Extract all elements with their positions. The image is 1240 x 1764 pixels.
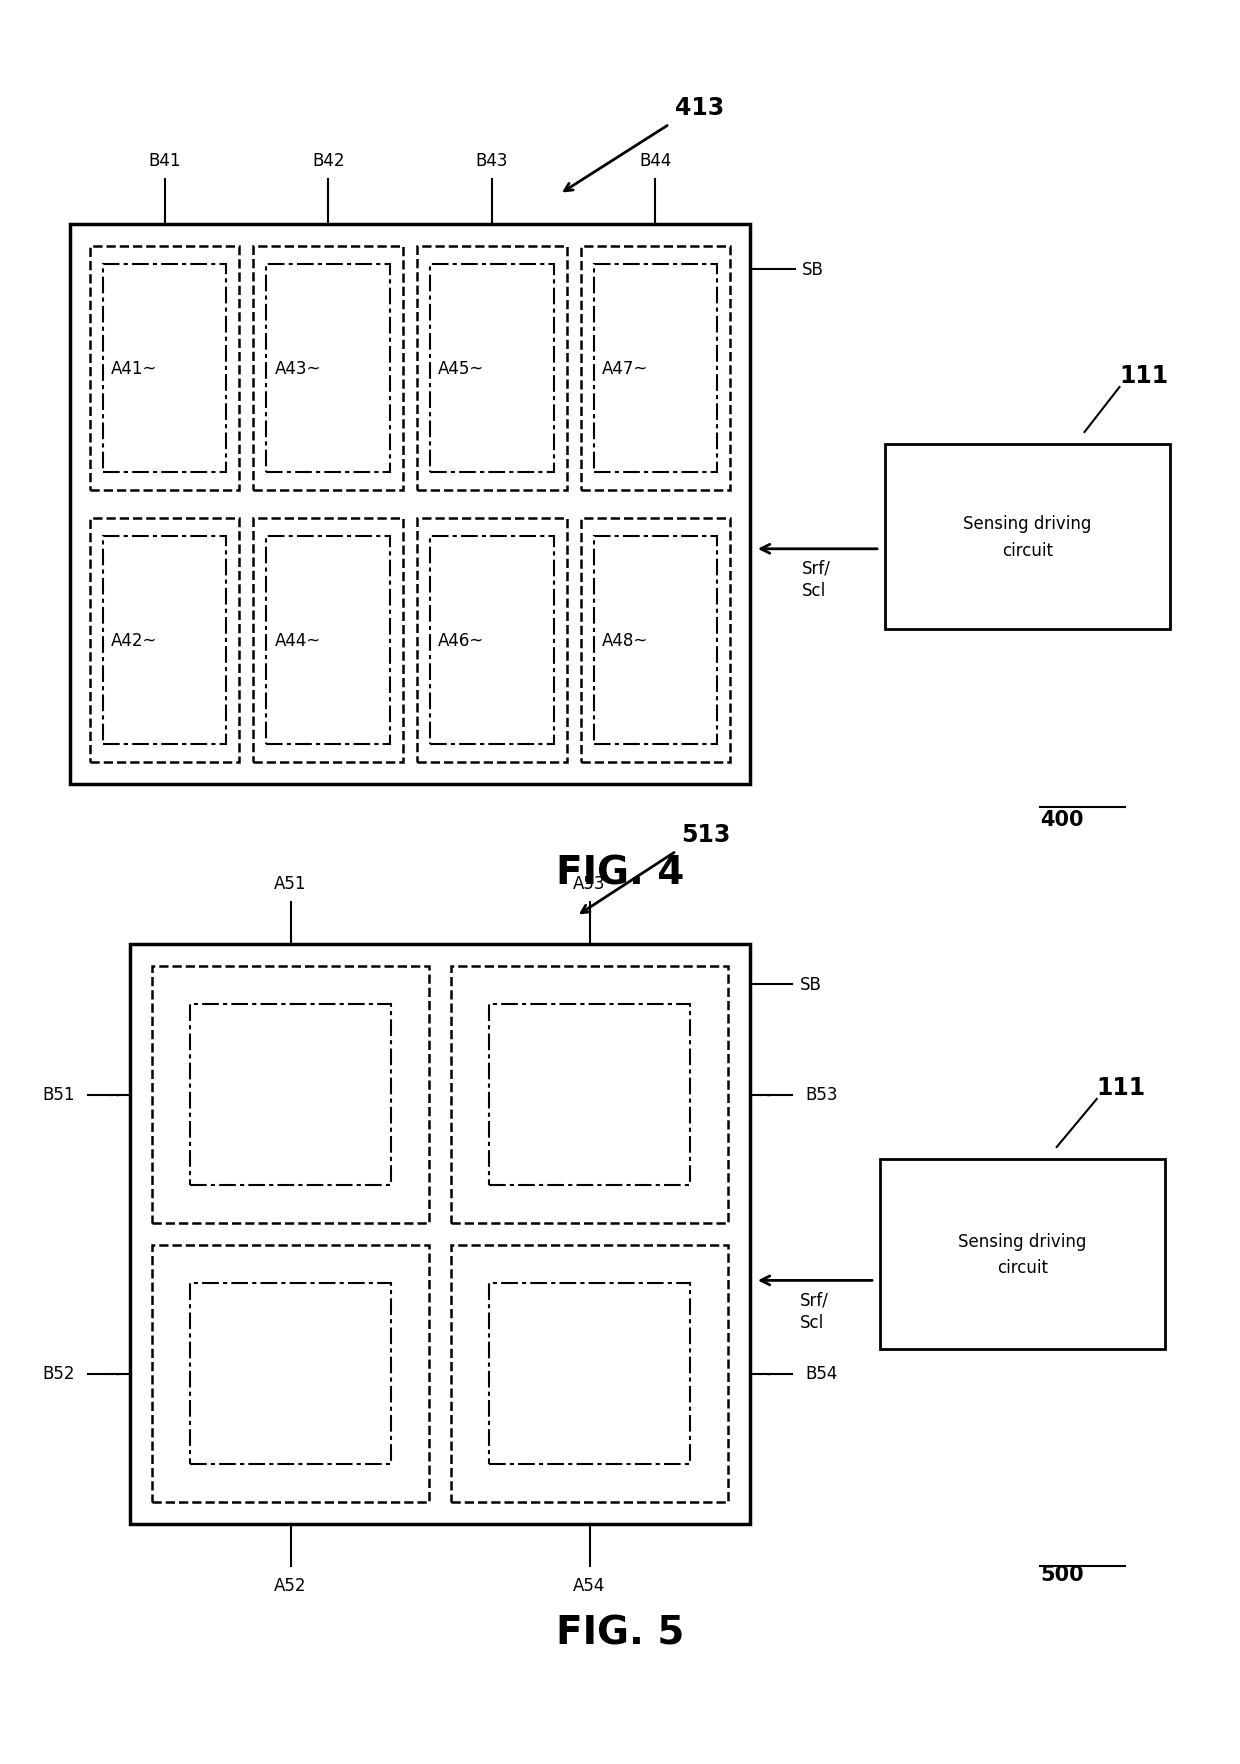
Text: Sensing driving
circuit: Sensing driving circuit	[959, 1231, 1086, 1277]
Bar	[880, 1159, 1166, 1349]
Bar	[417, 247, 567, 490]
Bar	[130, 944, 750, 1524]
Bar	[885, 445, 1171, 630]
Bar	[417, 519, 567, 762]
Bar	[267, 265, 391, 473]
Bar	[190, 1004, 391, 1185]
Text: B54: B54	[805, 1365, 837, 1383]
Bar	[153, 1245, 429, 1503]
Text: 413: 413	[675, 95, 724, 120]
Text: SB: SB	[802, 261, 823, 279]
Bar	[430, 265, 553, 473]
Bar	[190, 1282, 391, 1464]
Text: A44~: A44~	[274, 632, 321, 649]
Bar	[489, 1282, 689, 1464]
Text: A41~: A41~	[112, 360, 157, 377]
Bar	[153, 967, 429, 1222]
Text: 111: 111	[1096, 1076, 1146, 1099]
Text: B53: B53	[805, 1087, 837, 1104]
Text: A53: A53	[573, 875, 606, 893]
Bar	[91, 247, 239, 490]
Text: B44: B44	[639, 152, 671, 169]
Text: B51: B51	[42, 1087, 74, 1104]
Text: A48~: A48~	[601, 632, 647, 649]
Text: 400: 400	[1040, 810, 1084, 829]
Bar	[253, 247, 403, 490]
Text: Srf/
Scl: Srf/ Scl	[800, 1291, 828, 1330]
Text: ~: ~	[758, 1365, 773, 1383]
Bar	[430, 536, 553, 744]
Bar	[451, 1245, 728, 1503]
Bar	[103, 536, 227, 744]
Text: SB: SB	[800, 975, 822, 993]
Bar	[451, 967, 728, 1222]
Text: FIG. 4: FIG. 4	[556, 854, 684, 893]
Text: ~: ~	[107, 1365, 122, 1383]
Bar	[580, 519, 730, 762]
Text: 111: 111	[1120, 363, 1168, 388]
Text: B42: B42	[312, 152, 345, 169]
Bar	[594, 265, 717, 473]
Bar	[103, 265, 227, 473]
Text: B43: B43	[475, 152, 508, 169]
Bar	[594, 536, 717, 744]
Text: B41: B41	[149, 152, 181, 169]
Bar	[580, 247, 730, 490]
Text: A43~: A43~	[274, 360, 321, 377]
Text: A46~: A46~	[438, 632, 485, 649]
Text: 513: 513	[682, 822, 730, 847]
Text: Srf/
Scl: Srf/ Scl	[802, 559, 831, 600]
Text: B52: B52	[42, 1365, 74, 1383]
Text: A54: A54	[573, 1575, 605, 1595]
Text: ~: ~	[107, 1087, 122, 1104]
Text: A45~: A45~	[438, 360, 485, 377]
Bar	[253, 519, 403, 762]
Text: A47~: A47~	[601, 360, 647, 377]
Text: A51: A51	[274, 875, 306, 893]
Text: FIG. 5: FIG. 5	[556, 1614, 684, 1653]
Text: A42~: A42~	[112, 632, 157, 649]
Text: A52: A52	[274, 1575, 306, 1595]
Text: Sensing driving
circuit: Sensing driving circuit	[963, 515, 1091, 559]
Bar	[267, 536, 391, 744]
Bar	[489, 1004, 689, 1185]
Text: 500: 500	[1040, 1565, 1084, 1584]
Bar	[69, 224, 750, 785]
Text: ~: ~	[758, 1087, 773, 1104]
Bar	[91, 519, 239, 762]
